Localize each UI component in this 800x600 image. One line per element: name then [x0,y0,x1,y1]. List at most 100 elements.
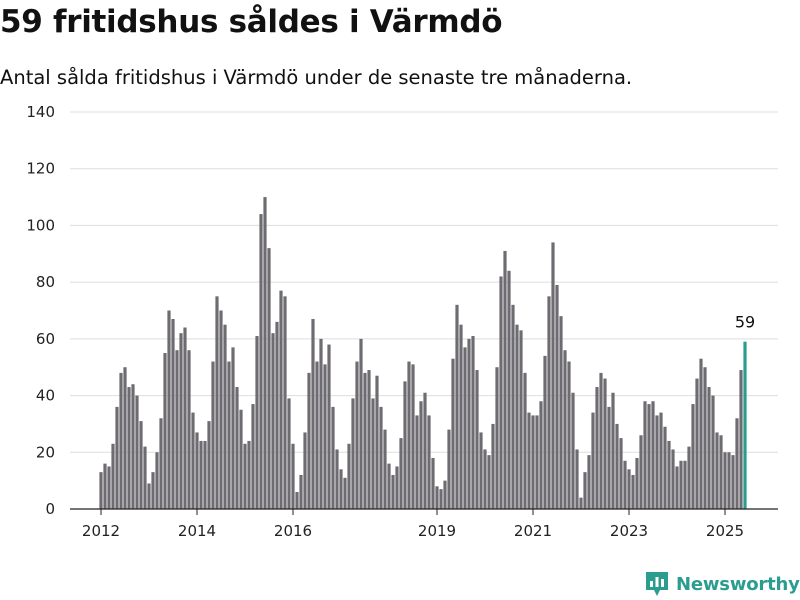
bar [311,319,315,509]
bar [687,446,691,509]
bar [639,435,643,509]
y-tick-label: 120 [26,160,55,178]
x-tick-label: 2025 [706,522,744,540]
bar [719,435,723,509]
bar [471,336,475,509]
bar [643,401,647,509]
bar [163,353,167,509]
bar [231,347,235,509]
bar [503,250,507,509]
bar [647,404,651,509]
y-tick-label: 100 [26,216,55,234]
bar [651,401,655,509]
bar [467,338,471,509]
bar [563,350,567,509]
bar [735,418,739,509]
y-tick-label: 40 [36,387,55,405]
bar [623,460,627,509]
bar [107,466,111,509]
bar [343,477,347,509]
bar [683,460,687,509]
y-tick-label: 140 [26,103,55,121]
bar [711,395,715,509]
bar [267,248,271,510]
bar [239,409,243,509]
bar [123,367,127,509]
bar [723,452,727,509]
x-tick-label: 2016 [274,522,312,540]
bar [627,469,631,509]
bar [379,406,383,509]
bar [727,452,731,509]
bar [151,472,155,509]
bar [383,429,387,509]
bar [491,423,495,509]
bar [555,284,559,509]
bar [435,486,439,509]
bar [139,421,143,509]
bar [143,446,147,509]
bar [551,242,555,509]
bar [499,276,503,509]
x-tick-label: 2012 [82,522,120,540]
brand-logo[interactable]: Newsworthy [644,570,800,598]
bar [347,443,351,509]
bar [235,387,239,509]
bar [291,443,295,509]
bar [199,440,203,509]
callout: 59 [735,313,755,332]
bar [427,415,431,509]
bar [255,336,259,509]
bar [187,350,191,509]
bar [275,321,279,509]
bar [671,449,675,509]
bar [535,415,539,509]
bar [203,440,207,509]
bar [247,440,251,509]
bar [131,384,135,509]
bar [315,361,319,509]
bar [331,406,335,509]
bar-highlight [743,341,747,509]
bar [703,367,707,509]
bar [691,404,695,509]
bar [215,296,219,509]
bar [287,398,291,509]
bar [355,361,359,509]
bar-series [99,197,747,510]
bar [375,375,379,509]
bar [667,440,671,509]
bar [299,474,303,509]
bar [423,392,427,509]
bar [135,395,139,509]
bar [399,438,403,509]
bar [611,392,615,509]
bar [655,415,659,509]
bar [115,406,119,509]
bar [175,350,179,509]
bar [523,372,527,509]
bar [319,338,323,509]
bar [211,361,215,509]
bar [607,406,611,509]
bar [223,324,227,509]
bar [283,296,287,509]
bar [339,469,343,509]
bar [547,296,551,509]
bar [111,443,115,509]
y-tick-label: 20 [36,443,55,461]
bar [351,398,355,509]
bar [519,330,523,509]
bar [307,372,311,509]
bar [451,358,455,509]
bar [183,327,187,509]
bar [479,432,483,509]
x-tick-label: 2019 [418,522,456,540]
bar [219,310,223,509]
bar [191,412,195,509]
bar [707,387,711,509]
bar [419,401,423,509]
bar [303,432,307,509]
y-tick-label: 60 [36,330,55,348]
y-tick-label: 80 [36,273,55,291]
